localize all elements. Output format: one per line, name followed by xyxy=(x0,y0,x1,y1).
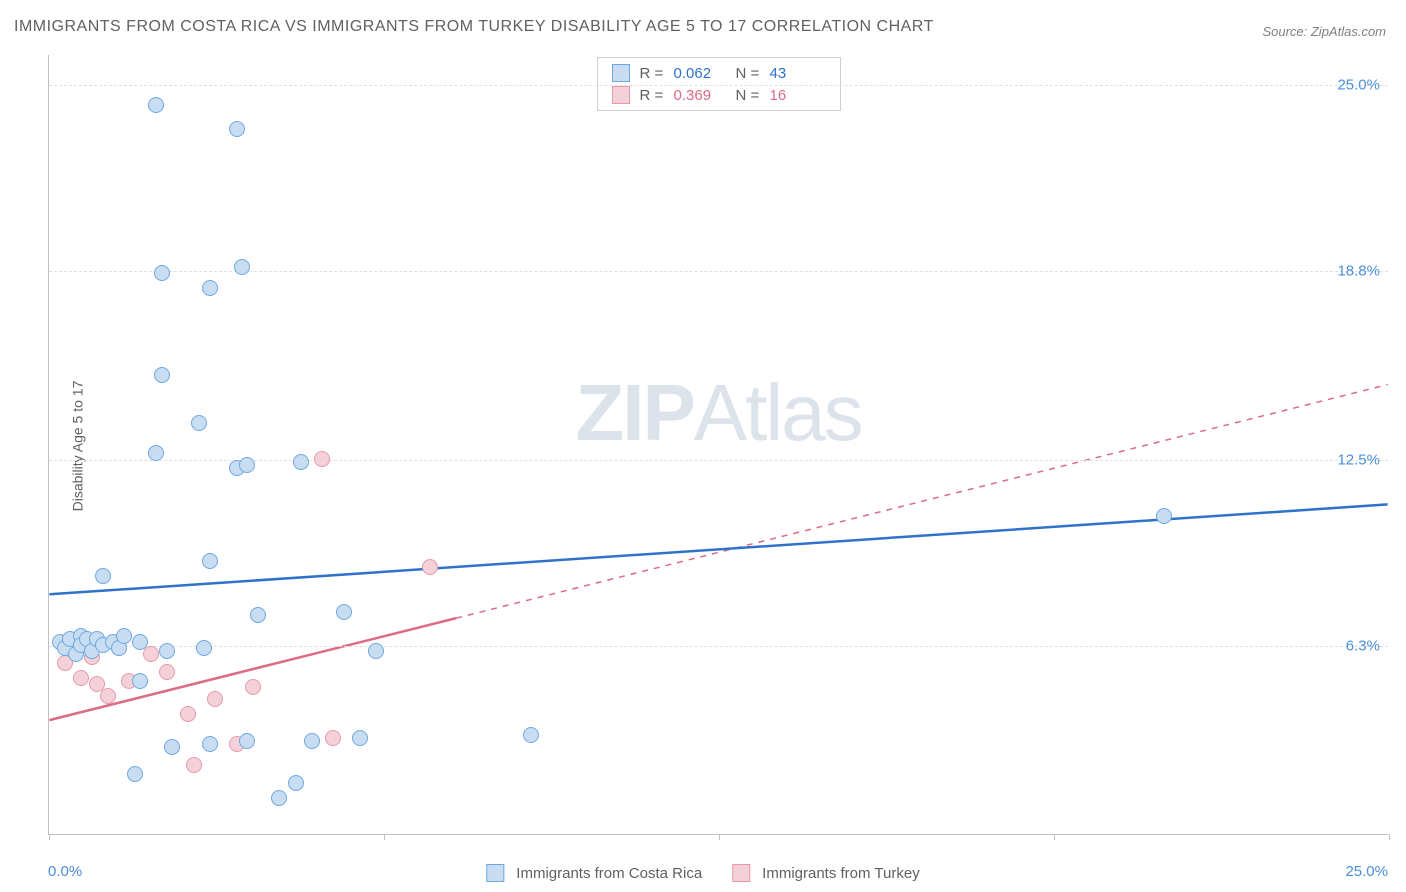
scatter-point-turkey xyxy=(207,691,223,707)
scatter-point-costa-rica xyxy=(148,445,164,461)
scatter-point-costa-rica xyxy=(523,727,539,743)
scatter-point-turkey xyxy=(143,646,159,662)
scatter-point-costa-rica xyxy=(352,730,368,746)
x-tick xyxy=(384,834,385,840)
x-tick xyxy=(719,834,720,840)
scatter-point-turkey xyxy=(245,679,261,695)
legend-n-label: N = xyxy=(736,65,764,82)
y-tick-label: 12.5% xyxy=(1337,452,1380,469)
scatter-point-turkey xyxy=(325,730,341,746)
x-axis-max-label: 25.0% xyxy=(1345,863,1388,880)
scatter-point-costa-rica xyxy=(368,643,384,659)
scatter-point-costa-rica xyxy=(202,553,218,569)
legend-series: Immigrants from Costa Rica Immigrants fr… xyxy=(486,864,919,882)
scatter-point-turkey xyxy=(73,670,89,686)
y-tick-label: 18.8% xyxy=(1337,263,1380,280)
legend-n-label: N = xyxy=(736,87,764,104)
legend-r-value-turkey: 0.369 xyxy=(674,87,730,104)
legend-row-costa-rica: R = 0.062 N = 43 xyxy=(612,62,826,84)
scatter-point-costa-rica xyxy=(191,415,207,431)
x-axis-min-label: 0.0% xyxy=(48,863,82,880)
scatter-point-costa-rica xyxy=(154,367,170,383)
gridline xyxy=(49,646,1388,647)
legend-correlation: R = 0.062 N = 43 R = 0.369 N = 16 xyxy=(597,57,841,111)
scatter-point-costa-rica xyxy=(229,121,245,137)
scatter-point-costa-rica xyxy=(271,790,287,806)
scatter-point-costa-rica xyxy=(132,634,148,650)
scatter-point-costa-rica xyxy=(132,673,148,689)
x-tick xyxy=(1054,834,1055,840)
scatter-point-turkey xyxy=(159,664,175,680)
legend-label-turkey: Immigrants from Turkey xyxy=(762,865,920,882)
scatter-point-costa-rica xyxy=(336,604,352,620)
swatch-turkey xyxy=(732,864,750,882)
watermark: ZIPAtlas xyxy=(575,367,861,459)
gridline xyxy=(49,271,1388,272)
scatter-point-costa-rica xyxy=(159,643,175,659)
scatter-point-turkey xyxy=(314,451,330,467)
legend-label-costa-rica: Immigrants from Costa Rica xyxy=(516,865,702,882)
legend-r-value-costa-rica: 0.062 xyxy=(674,65,730,82)
chart-title: IMMIGRANTS FROM COSTA RICA VS IMMIGRANTS… xyxy=(14,18,934,36)
scatter-point-costa-rica xyxy=(148,97,164,113)
source-attribution: Source: ZipAtlas.com xyxy=(1262,24,1386,39)
legend-r-label: R = xyxy=(640,87,668,104)
swatch-turkey xyxy=(612,86,630,104)
scatter-point-costa-rica xyxy=(288,775,304,791)
scatter-point-costa-rica xyxy=(154,265,170,281)
scatter-point-costa-rica xyxy=(293,454,309,470)
y-tick-label: 25.0% xyxy=(1337,77,1380,94)
x-tick xyxy=(1389,834,1390,840)
scatter-point-turkey xyxy=(186,757,202,773)
swatch-costa-rica xyxy=(612,64,630,82)
scatter-point-costa-rica xyxy=(95,568,111,584)
scatter-point-costa-rica xyxy=(304,733,320,749)
scatter-point-costa-rica xyxy=(1156,508,1172,524)
scatter-point-costa-rica xyxy=(202,736,218,752)
legend-row-turkey: R = 0.369 N = 16 xyxy=(612,84,826,106)
scatter-point-turkey xyxy=(100,688,116,704)
gridline xyxy=(49,85,1388,86)
legend-n-value-turkey: 16 xyxy=(770,87,826,104)
legend-r-label: R = xyxy=(640,65,668,82)
scatter-point-costa-rica xyxy=(127,766,143,782)
scatter-point-costa-rica xyxy=(196,640,212,656)
swatch-costa-rica xyxy=(486,864,504,882)
trend-lines-svg xyxy=(49,55,1388,834)
scatter-point-costa-rica xyxy=(239,457,255,473)
scatter-point-costa-rica xyxy=(250,607,266,623)
legend-item-turkey: Immigrants from Turkey xyxy=(732,864,920,882)
plot-area: ZIPAtlas R = 0.062 N = 43 R = 0.369 N = … xyxy=(48,55,1388,835)
scatter-point-costa-rica xyxy=(239,733,255,749)
scatter-point-costa-rica xyxy=(164,739,180,755)
scatter-point-costa-rica xyxy=(234,259,250,275)
scatter-point-turkey xyxy=(180,706,196,722)
x-tick xyxy=(49,834,50,840)
y-tick-label: 6.3% xyxy=(1346,638,1380,655)
scatter-point-turkey xyxy=(422,559,438,575)
legend-item-costa-rica: Immigrants from Costa Rica xyxy=(486,864,702,882)
scatter-point-costa-rica xyxy=(202,280,218,296)
scatter-point-costa-rica xyxy=(116,628,132,644)
legend-n-value-costa-rica: 43 xyxy=(770,65,826,82)
